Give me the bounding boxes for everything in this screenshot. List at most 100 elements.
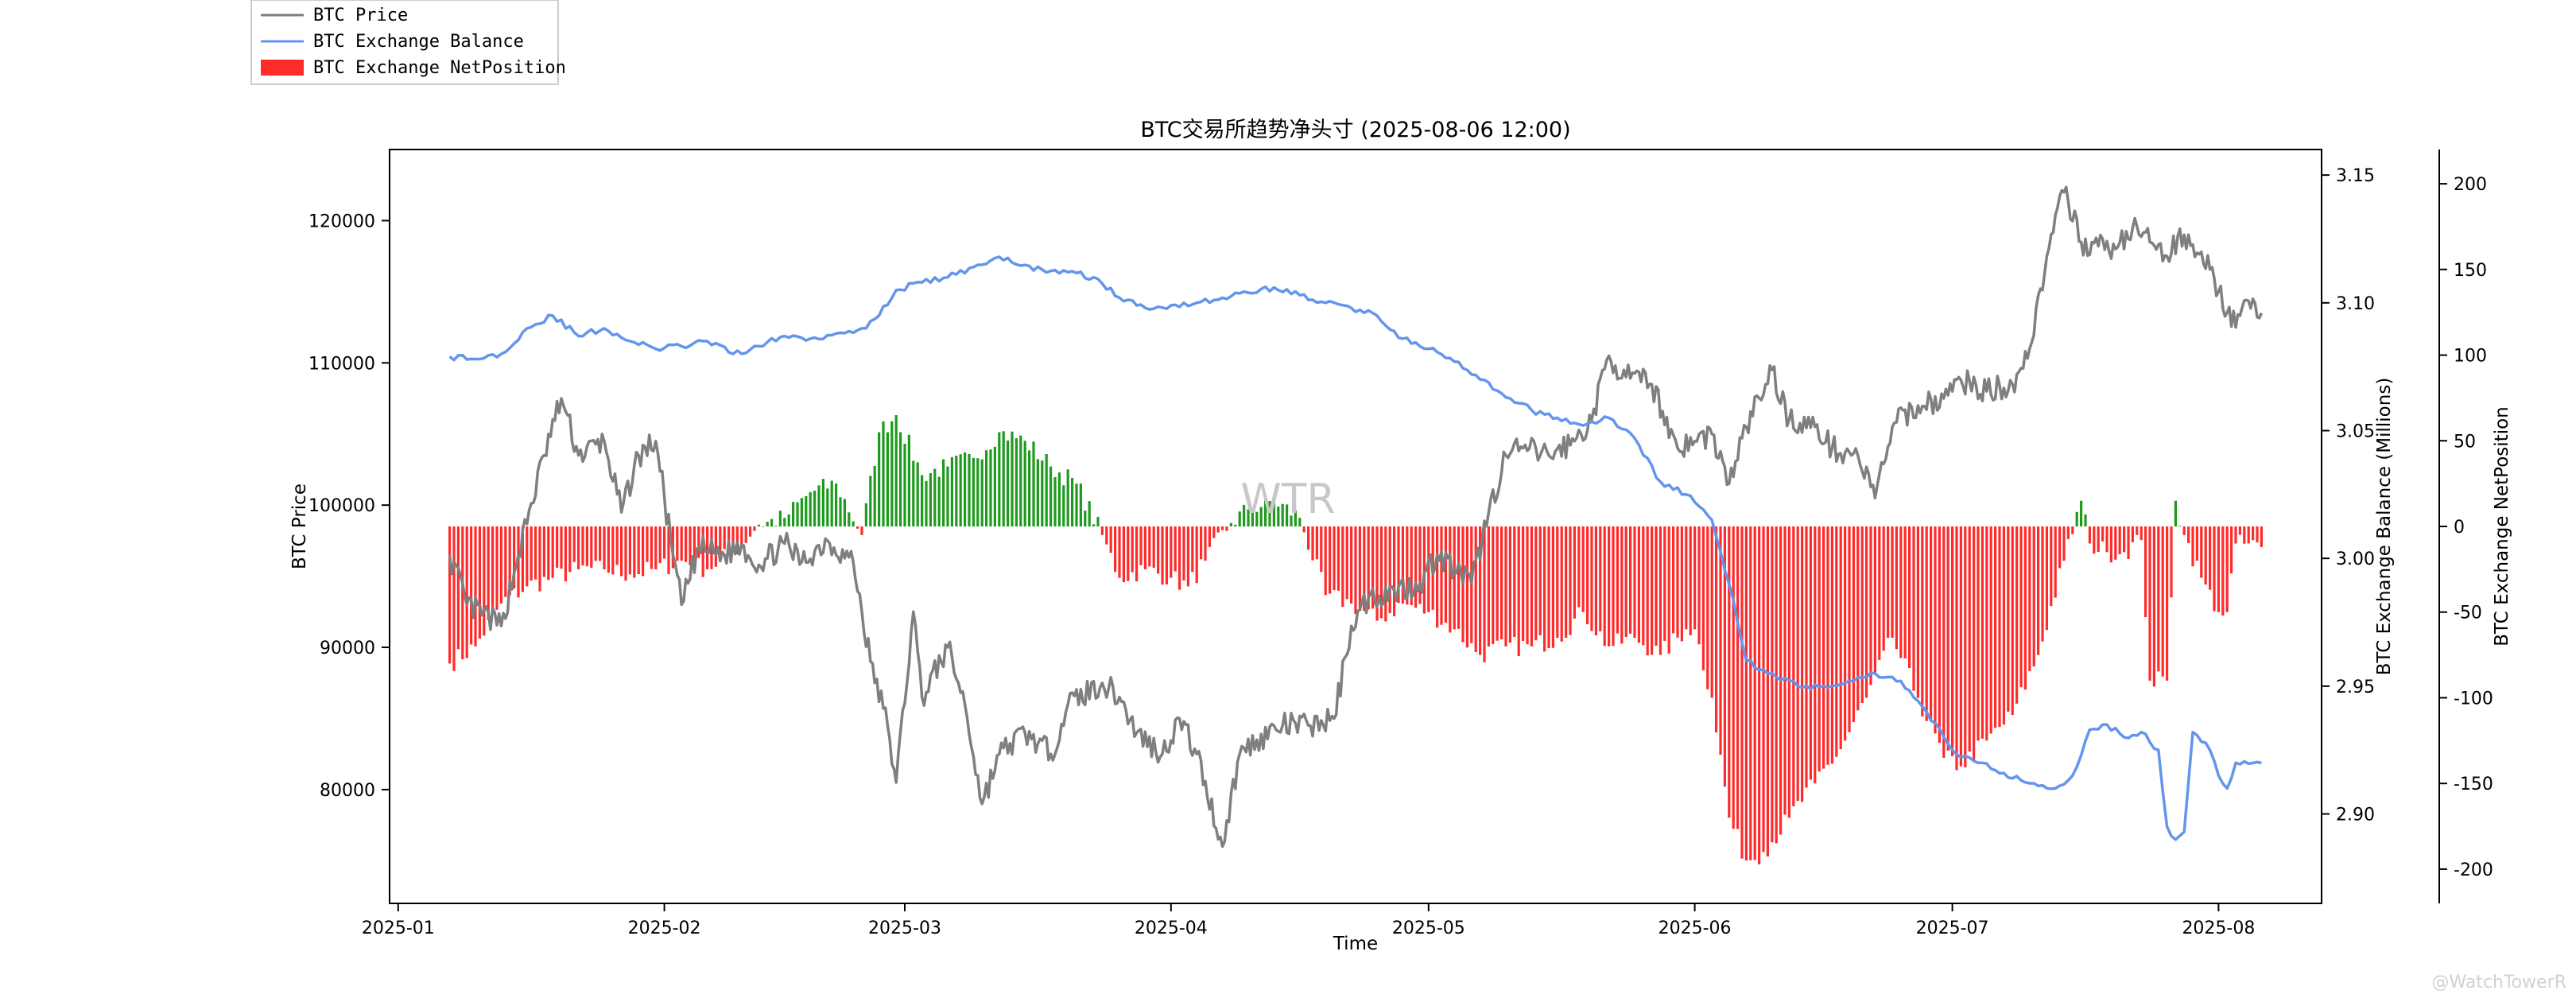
netposition-bar [937, 476, 941, 526]
netposition-bar [1882, 526, 1885, 651]
netposition-bar [1238, 511, 1241, 526]
netposition-bar [1590, 526, 1593, 631]
netposition-bar [1814, 526, 1817, 784]
netposition-bar [697, 526, 700, 558]
netposition-tick-label: 100 [2454, 347, 2487, 367]
netposition-bar [894, 415, 898, 526]
price-line [448, 185, 2264, 849]
netposition-bar [964, 452, 967, 526]
netposition-bar [1307, 526, 1310, 550]
x-tick-label: 2025-05 [1392, 918, 1465, 938]
netposition-bar [2191, 526, 2194, 567]
netposition-bar [1182, 526, 1185, 581]
netposition-bar [2243, 526, 2246, 544]
netposition-bar [2131, 526, 2134, 542]
netposition-bar [1114, 526, 1117, 573]
netposition-bar [1706, 526, 1709, 689]
netposition-bar [2136, 526, 2139, 535]
legend-label-netposition: BTC Exchange NetPosition [313, 58, 566, 78]
netposition-bar [594, 526, 597, 561]
netposition-bar [1758, 526, 1761, 864]
netposition-bar [564, 526, 567, 581]
netposition-bar [856, 526, 859, 529]
netposition-bar [676, 526, 679, 561]
netposition-bar [637, 526, 640, 574]
netposition-bar [1422, 526, 1426, 614]
netposition-bar [461, 526, 464, 659]
netposition-bar [615, 526, 619, 565]
netposition-bar [599, 526, 602, 561]
netposition-bar [1835, 526, 1838, 757]
netposition-tick-label: 50 [2454, 432, 2476, 452]
netposition-bar [766, 522, 769, 526]
netposition-bar [2247, 526, 2250, 544]
netposition-bar [813, 491, 817, 526]
netposition-bar [2225, 526, 2229, 612]
netposition-bar [1895, 526, 1898, 650]
netposition-bar [1397, 526, 1400, 604]
netposition-bar [1938, 526, 1941, 744]
netposition-bar [1002, 431, 1005, 526]
netposition-bar [1204, 526, 1207, 561]
netposition-bar [1616, 526, 1619, 634]
netposition-bar [1011, 431, 1014, 526]
netposition-tick-label: -100 [2454, 689, 2493, 709]
netposition-bar [2161, 526, 2164, 677]
netposition-bar [701, 526, 704, 577]
netposition-bar [770, 518, 774, 526]
netposition-bar [2062, 526, 2066, 561]
netposition-bar [1268, 501, 1271, 526]
x-tick-label: 2025-07 [1916, 918, 1989, 938]
netposition-bar [2204, 526, 2207, 584]
netposition-bar [1333, 526, 1336, 591]
netposition-bar [1685, 526, 1688, 630]
netposition-bar [1526, 526, 1529, 645]
netposition-bar [1496, 526, 1499, 641]
netposition-bar [2123, 526, 2126, 553]
netposition-bar [912, 460, 915, 526]
netposition-bar [568, 526, 572, 573]
netposition-bar [1852, 526, 1855, 722]
netposition-bar [1032, 441, 1035, 526]
netposition-bar [1736, 526, 1740, 829]
netposition-bar [2080, 500, 2083, 526]
netposition-bar [1336, 526, 1340, 591]
netposition-bar [955, 455, 958, 526]
netposition-bar [1084, 511, 1087, 526]
netposition-bar [2071, 526, 2074, 534]
netposition-bar [796, 502, 799, 526]
netposition-bar [1822, 526, 1825, 769]
x-axis-label: Time [1333, 934, 1378, 954]
netposition-bar [1908, 526, 1911, 668]
netposition-bar [1320, 526, 1323, 573]
netposition-bar [1728, 526, 1731, 818]
netposition-bar [1818, 526, 1821, 772]
netposition-bar [1565, 526, 1568, 638]
netposition-bar [2023, 526, 2027, 690]
netposition-bar [689, 526, 692, 565]
netposition-bar [1658, 526, 1662, 655]
netposition-bar [1504, 526, 1507, 647]
netposition-bar [2097, 526, 2100, 552]
netposition-bar [1281, 503, 1284, 526]
netposition-bar [1667, 526, 1670, 654]
netposition-bar [1062, 485, 1065, 526]
netposition-bar [1148, 526, 1151, 567]
price-tick-label: 90000 [320, 639, 375, 658]
netposition-bar [538, 526, 541, 592]
netposition-bar [1977, 526, 1980, 741]
netposition-bar [611, 526, 615, 575]
netposition-bar [826, 488, 829, 526]
netposition-bar [504, 526, 507, 597]
netposition-bar [753, 526, 756, 531]
netposition-bar [1796, 526, 1799, 802]
chart-title: BTC交易所趋势净头寸 (2025-08-06 12:00) [1140, 118, 1570, 142]
netposition-bar [1329, 526, 1332, 594]
netposition-bar [1732, 526, 1735, 829]
netposition-bar [1891, 526, 1894, 638]
netposition-bar [1324, 526, 1327, 596]
netposition-bar [1122, 526, 1125, 582]
netposition-bar [581, 526, 584, 565]
netposition-bar [886, 432, 889, 526]
